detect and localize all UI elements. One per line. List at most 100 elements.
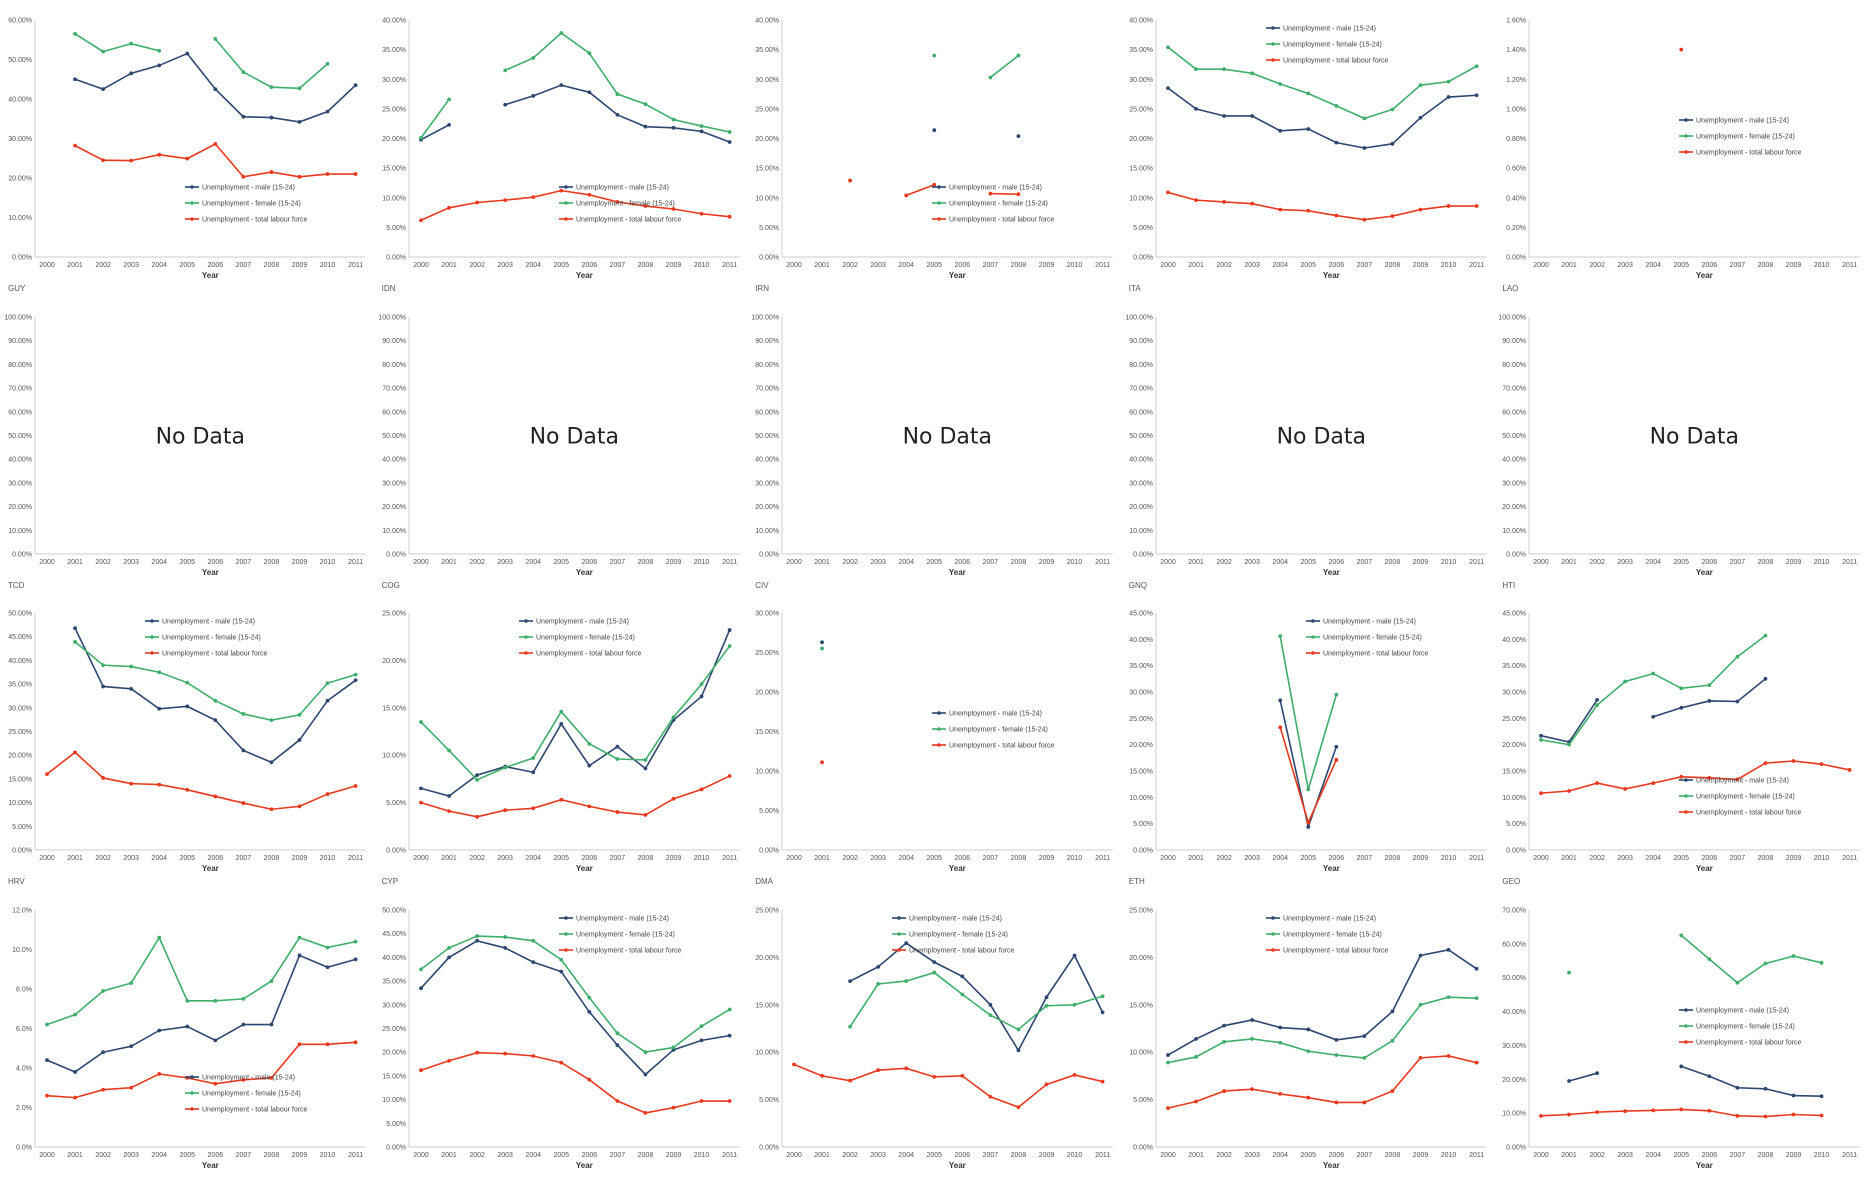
data-point-total — [1623, 1109, 1628, 1114]
y-tick-label: 0.00% — [1507, 552, 1527, 559]
data-point-total — [1763, 761, 1768, 765]
data-point-male — [353, 83, 358, 88]
data-point-male — [157, 63, 162, 68]
x-tick-label: 2002 — [1590, 855, 1606, 862]
data-point-male — [960, 974, 965, 979]
x-tick-label: 2003 — [497, 262, 513, 269]
data-point-female — [1193, 67, 1198, 72]
x-tick-label: 2003 — [1618, 262, 1634, 269]
y-tick-label: 5.00% — [1507, 821, 1527, 828]
legend-label-female: Unemployment - female (15-24) — [1283, 42, 1382, 49]
y-tick-label: 50.00% — [1503, 433, 1527, 440]
x-tick-label: 2001 — [1562, 1152, 1578, 1159]
data-point-female — [643, 102, 647, 107]
y-tick-label: 20.00% — [8, 504, 32, 511]
y-tick-label: 10.00% — [8, 215, 32, 222]
data-point-male — [643, 766, 647, 771]
y-tick-label: 40.00% — [8, 658, 32, 665]
y-tick-label: 80.00% — [755, 362, 779, 369]
data-point-total — [558, 1060, 563, 1065]
data-point-total — [1165, 1106, 1170, 1111]
y-tick-label: 30.00% — [8, 705, 32, 712]
x-tick-label: 2004 — [525, 855, 541, 862]
x-tick-label: 2003 — [1244, 1152, 1260, 1159]
x-tick-label: 2011 — [1469, 855, 1484, 862]
data-point-female — [157, 670, 162, 675]
x-tick-label: 2009 — [292, 855, 308, 862]
y-tick-label: 30.00% — [8, 480, 32, 487]
x-tick-label: 2002 — [95, 262, 111, 269]
chart-panel-3: 0.00% 5.00% 10.00% 15.00% 20.00% 25.00% 30.00%… — [747, 0, 1120, 297]
x-tick-label: 2006 — [208, 262, 224, 269]
data-point-male — [671, 125, 675, 130]
data-point-female — [1278, 1040, 1282, 1045]
y-tick-label: 35.00% — [1129, 47, 1153, 54]
country-code-label: GNQ — [1128, 581, 1148, 590]
y-tick-label: 40.00% — [1129, 18, 1153, 25]
data-point-female — [1446, 995, 1451, 1000]
data-point-total — [960, 1074, 965, 1078]
series-line-male — [1167, 948, 1477, 1056]
series-line-female — [1167, 46, 1477, 120]
y-tick-label: 20.00% — [755, 504, 779, 511]
data-point-female — [1446, 79, 1451, 84]
data-point-male — [1474, 93, 1479, 98]
legend-label-male: Unemployment - male (15-24) — [949, 185, 1042, 192]
data-point-total — [185, 156, 190, 161]
series-line-female — [74, 33, 160, 53]
data-point-total — [820, 760, 825, 765]
y-tick-label: 35.00% — [755, 47, 779, 54]
x-tick-label: 2009 — [1786, 855, 1802, 862]
x-tick-label: 2000 — [39, 262, 55, 269]
data-point-male — [1306, 1027, 1310, 1032]
chart-panel-11: 0.00% 5.00% 10.00% 15.00% 20.00% 25.00% 30.00%… — [0, 593, 373, 890]
x-tick-label: 2002 — [1216, 1152, 1232, 1159]
x-axis-label: Year — [1323, 271, 1340, 280]
x-tick-label: 2003 — [871, 855, 887, 862]
x-tick-label: 2002 — [469, 855, 485, 862]
data-point-male — [446, 955, 451, 960]
series-line-total — [793, 1063, 1103, 1109]
y-tick-label: 6.0% — [16, 1026, 32, 1033]
legend-marker-total — [190, 217, 194, 221]
legend-marker-male — [1270, 916, 1275, 920]
x-tick-label: 2001 — [1188, 559, 1204, 566]
legend-label-female: Unemployment - female (15-24) — [949, 727, 1048, 734]
data-point-female — [73, 31, 77, 36]
x-tick-label: 2000 — [1534, 855, 1550, 862]
y-tick-label: 70.00% — [1503, 908, 1527, 915]
legend-marker-female — [1684, 794, 1689, 798]
data-point-total — [1418, 207, 1423, 212]
data-point-male — [241, 748, 246, 753]
data-point-male — [213, 1038, 218, 1043]
data-point-female — [1791, 954, 1796, 958]
y-tick-label: 60.00% — [1503, 941, 1527, 948]
x-tick-label: 2010 — [1067, 1152, 1083, 1159]
series-line-female — [420, 935, 730, 1054]
data-point-female — [988, 1013, 993, 1018]
chart-svg: 0.00% 0.20% 0.40% 0.60% 0.80% 1.00% 1.20% 1.40%… — [1507, 18, 1860, 280]
chart-svg: 0.00% 5.00% 10.00% 15.00% 20.00% 25.00% 30.00%… — [8, 611, 366, 873]
x-axis-label: Year — [202, 864, 219, 873]
data-point-male — [185, 704, 190, 709]
data-point-female — [353, 672, 358, 677]
country-code-label: CYP — [381, 877, 399, 886]
series-line-male — [1569, 1072, 1598, 1082]
data-point-female — [1390, 1038, 1395, 1043]
data-point-total — [643, 204, 647, 208]
legend-label-total: Unemployment - total labour force — [1323, 651, 1429, 658]
data-point-male — [1763, 676, 1768, 681]
data-point-female — [1362, 1055, 1367, 1060]
no-data-label: No Data — [1650, 425, 1739, 450]
y-tick-label: 10.00% — [382, 528, 406, 535]
chart-panel-10: 0.00% 10.00% 20.00% 30.00% 40.00% 50.00% 60.00… — [1494, 297, 1867, 594]
series-line-female — [46, 935, 356, 1026]
data-point-male — [558, 969, 563, 974]
legend-marker-female — [190, 1091, 194, 1095]
x-tick-label: 2004 — [1646, 1152, 1662, 1159]
data-point-male — [558, 83, 563, 88]
data-point-female — [1250, 1037, 1254, 1041]
data-point-male — [1334, 1037, 1339, 1042]
data-point-female — [1334, 1053, 1339, 1057]
legend-label-total: Unemployment - total labour force — [576, 217, 682, 224]
